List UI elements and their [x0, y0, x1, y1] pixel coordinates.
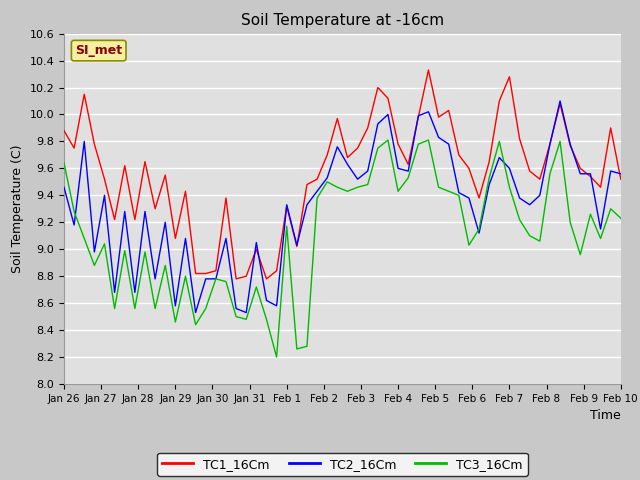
Y-axis label: Soil Temperature (C): Soil Temperature (C): [11, 144, 24, 273]
Legend: TC1_16Cm, TC2_16Cm, TC3_16Cm: TC1_16Cm, TC2_16Cm, TC3_16Cm: [157, 453, 528, 476]
Title: Soil Temperature at -16cm: Soil Temperature at -16cm: [241, 13, 444, 28]
X-axis label: Time: Time: [590, 409, 621, 422]
Text: SI_met: SI_met: [75, 44, 122, 57]
